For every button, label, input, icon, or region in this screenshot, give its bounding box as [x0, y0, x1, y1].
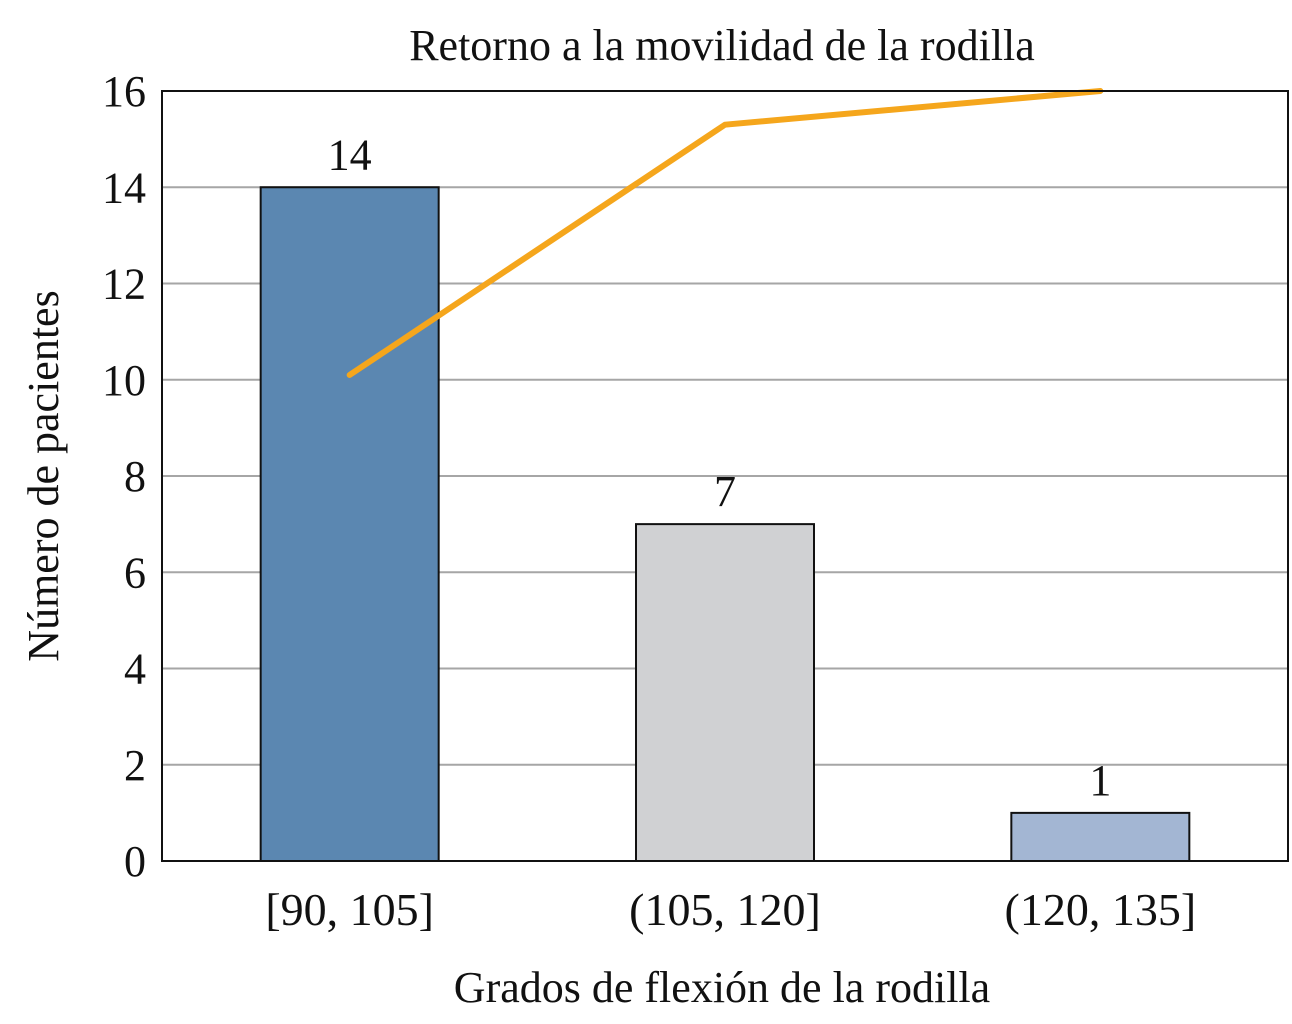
y-tick-label: 6	[124, 548, 146, 597]
plot-frame	[161, 90, 1289, 862]
plot-area-border	[161, 90, 1289, 862]
bars	[259, 186, 1191, 862]
y-tick-label: 10	[102, 356, 146, 405]
cumulative-line-path	[346, 88, 1104, 378]
bar	[635, 523, 815, 862]
bar	[259, 186, 440, 862]
bar-data-label: 7	[714, 467, 736, 516]
y-axis-label: Número de pacientes	[19, 290, 68, 661]
x-axis-label: Grados de flexión de la rodilla	[454, 963, 990, 1012]
y-tick-label: 8	[124, 452, 146, 501]
y-tick-label: 0	[124, 837, 146, 886]
y-tick-label: 16	[102, 67, 146, 116]
y-tick-label: 14	[102, 163, 146, 212]
y-tick-label: 4	[124, 645, 146, 694]
data-labels: 14 7 1	[328, 130, 1112, 805]
x-axis-ticks: [90, 105] (105, 120] (120, 135]	[265, 884, 1196, 935]
cumulative-line	[346, 88, 1104, 378]
x-tick-label: [90, 105]	[265, 884, 434, 935]
chart-title: Retorno a la movilidad de la rodilla	[409, 21, 1035, 70]
y-axis-ticks: 0 2 4 6 8 10 12 14 16	[102, 67, 146, 886]
bar	[1010, 811, 1191, 862]
x-tick-label: (105, 120]	[629, 884, 821, 935]
bar-data-label: 14	[328, 130, 372, 179]
y-tick-label: 2	[124, 741, 146, 790]
bar-data-label: 1	[1089, 756, 1111, 805]
x-tick-label: (120, 135]	[1005, 884, 1197, 935]
y-tick-label: 12	[102, 260, 146, 309]
